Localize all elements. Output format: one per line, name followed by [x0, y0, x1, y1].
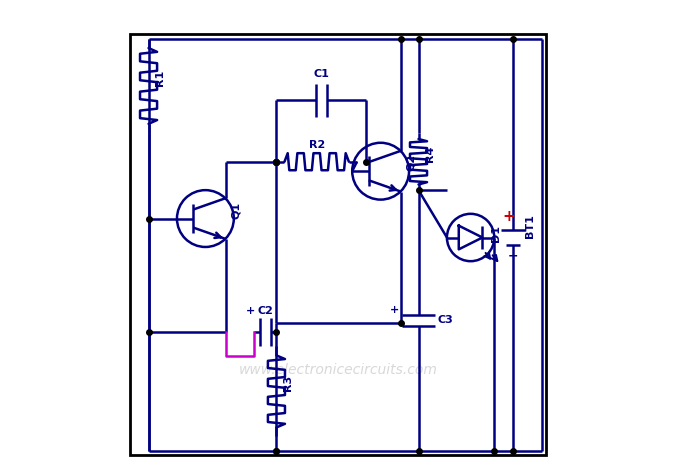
Text: R1: R1: [155, 70, 166, 86]
Text: R2: R2: [308, 140, 324, 150]
Text: D1: D1: [491, 225, 501, 242]
Text: +: +: [245, 305, 255, 316]
Bar: [130, 34, 546, 456]
Text: −: −: [508, 249, 518, 262]
Text: +: +: [502, 209, 515, 224]
Text: www.electronicecircuits.com: www.electronicecircuits.com: [239, 363, 437, 377]
Text: BT1: BT1: [525, 214, 535, 238]
Text: R3: R3: [283, 375, 293, 391]
Text: +: +: [390, 305, 400, 315]
Text: R4: R4: [425, 145, 435, 162]
Text: C1: C1: [314, 69, 329, 79]
Text: C3: C3: [437, 315, 453, 325]
Text: Q1: Q1: [231, 201, 241, 219]
Text: C2: C2: [258, 305, 273, 316]
Text: Q2: Q2: [406, 154, 416, 171]
